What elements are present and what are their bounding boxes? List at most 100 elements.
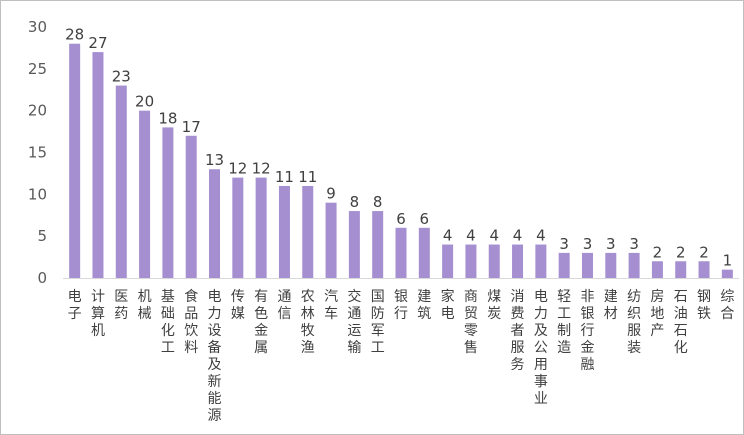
data-label: 4	[443, 227, 453, 245]
category-label: 国防军工	[371, 289, 385, 356]
bar	[628, 252, 640, 278]
bar	[442, 244, 454, 278]
data-label: 3	[559, 235, 569, 253]
bar	[232, 177, 244, 278]
category-label: 银行	[394, 289, 408, 322]
bar	[209, 169, 221, 278]
data-label: 3	[583, 235, 593, 253]
y-tick-label: 20	[28, 102, 47, 120]
bar	[185, 135, 197, 278]
category-label: 电力设备及新能源	[208, 289, 222, 424]
y-axis: 0 5 10 15 20 25 30	[28, 18, 47, 287]
category-labels-group: 电子计算机医药机械基础化工食品饮料电力设备及新能源传媒有色金属通信农林牧渔汽车交…	[68, 288, 735, 424]
bar	[488, 244, 500, 278]
category-label: 综合	[720, 289, 734, 322]
data-label: 23	[112, 68, 131, 86]
data-label: 2	[676, 243, 686, 261]
category-label: 有色金属	[254, 289, 268, 356]
data-label: 20	[135, 93, 154, 111]
category-label: 建筑	[417, 289, 431, 322]
category-label: 电子	[68, 289, 82, 322]
bar	[348, 211, 360, 278]
bar	[115, 85, 127, 278]
bar	[465, 244, 477, 278]
data-label: 1	[723, 252, 733, 270]
bar	[69, 43, 81, 278]
category-label: 房地产	[650, 289, 664, 339]
data-label: 2	[699, 243, 709, 261]
data-label: 4	[489, 227, 499, 245]
data-label: 9	[326, 185, 336, 203]
data-label: 8	[350, 193, 360, 211]
category-label: 食品饮料	[184, 288, 198, 356]
bar	[325, 202, 337, 278]
category-label: 非银行金融	[580, 289, 594, 373]
category-label: 交通运输	[347, 288, 361, 356]
category-label: 传媒	[231, 289, 245, 322]
bar	[255, 177, 267, 278]
bar	[558, 252, 570, 278]
category-label: 商贸零售	[464, 289, 478, 356]
category-label: 医药	[114, 289, 128, 322]
category-label: 机械	[138, 289, 152, 322]
data-label: 3	[629, 235, 639, 253]
category-label: 通信	[277, 289, 291, 322]
y-tick-label: 30	[28, 18, 47, 36]
category-label: 煤炭	[487, 289, 501, 322]
bar	[535, 244, 547, 278]
bars-group	[69, 43, 733, 279]
data-label: 8	[373, 193, 383, 211]
category-label: 家电	[441, 288, 455, 322]
bar	[675, 261, 687, 278]
data-label: 17	[182, 118, 201, 136]
data-label: 6	[396, 210, 406, 228]
data-label: 28	[65, 26, 84, 44]
category-label: 轻工制造	[557, 289, 571, 356]
data-label: 2	[653, 243, 663, 261]
bar	[605, 252, 617, 278]
bar	[651, 261, 663, 278]
bar	[418, 227, 430, 278]
bar	[372, 211, 384, 278]
category-label: 钢铁	[697, 289, 711, 322]
data-label: 4	[466, 227, 476, 245]
data-label: 4	[513, 227, 523, 245]
category-label: 汽车	[324, 289, 338, 322]
y-tick-label: 5	[37, 227, 47, 245]
category-label: 计算机	[91, 289, 105, 339]
category-label: 建材	[604, 289, 618, 322]
category-label: 基础化工	[161, 288, 175, 356]
bar	[92, 52, 104, 278]
y-tick-label: 10	[28, 185, 47, 203]
category-label: 石油石化	[674, 289, 688, 356]
bar	[581, 252, 593, 278]
category-label: 电力及公用事业	[534, 289, 548, 407]
data-label: 13	[205, 151, 224, 169]
bar	[512, 244, 524, 278]
bar	[139, 110, 151, 279]
data-label: 12	[252, 160, 271, 178]
data-label: 27	[88, 34, 107, 52]
data-label: 11	[298, 168, 317, 186]
bar	[698, 261, 710, 278]
bar	[721, 269, 733, 278]
bar	[302, 185, 314, 278]
bar	[395, 227, 407, 278]
category-label: 消费者服务	[511, 289, 525, 373]
data-label: 11	[275, 168, 294, 186]
bar	[278, 185, 290, 278]
category-label: 农林牧渔	[301, 289, 315, 356]
category-label: 纺织服装	[627, 289, 641, 356]
data-label: 18	[158, 109, 177, 127]
y-tick-label: 15	[28, 144, 47, 162]
y-tick-label: 25	[28, 60, 47, 78]
data-label: 12	[228, 160, 247, 178]
data-label: 6	[420, 210, 430, 228]
y-tick-label: 0	[37, 269, 47, 287]
bar	[162, 127, 174, 279]
data-label: 4	[536, 227, 546, 245]
data-label: 3	[606, 235, 616, 253]
